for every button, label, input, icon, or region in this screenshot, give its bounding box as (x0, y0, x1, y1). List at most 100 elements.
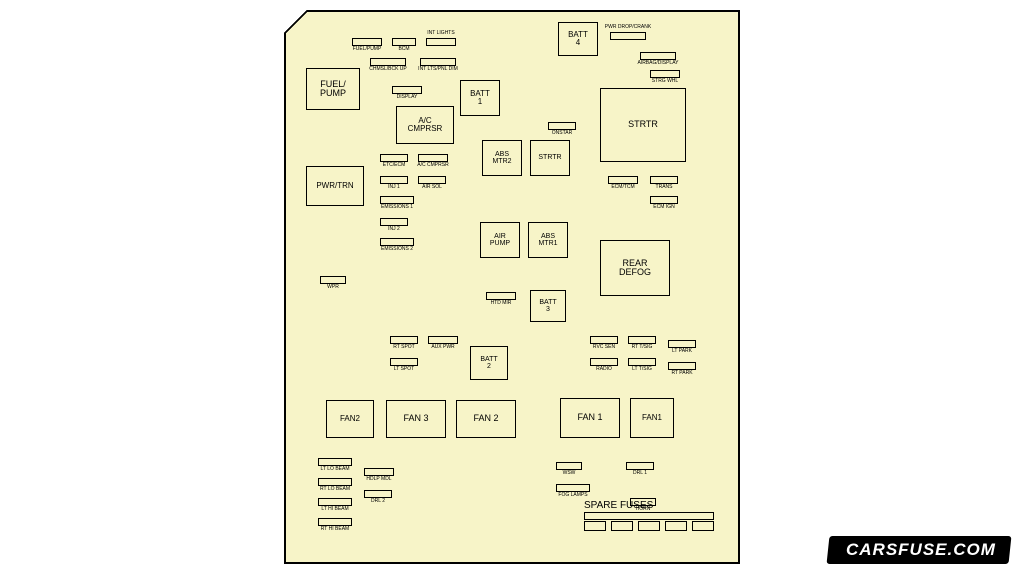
fuse-trans (650, 176, 678, 184)
fuse-label-lt-lo-beam: LT LO BEAM (321, 467, 350, 472)
fuse-label-ecm-tcm: ECM/TCM (611, 185, 634, 190)
spare-fuses-bar (584, 512, 714, 520)
fuse-drl2 (364, 490, 392, 498)
fuse-lt-hi-beam (318, 498, 352, 506)
fuse-ecm-ign (650, 196, 678, 204)
fuse-label-ac-cmprsr-f: A/C CMPRSR (417, 163, 448, 168)
fuse-emissions2 (380, 238, 414, 246)
fuse-rvc-sen (590, 336, 618, 344)
spare-fuses-label: SPARE FUSES (584, 501, 653, 511)
fuse-label-radio: RADIO (596, 367, 612, 372)
fuse-label-drl1: DRL 1 (633, 471, 647, 476)
fuse-air-sol (418, 176, 446, 184)
relay-batt4: BATT4 (558, 22, 598, 56)
fuse-label-display: DISPLAY (397, 95, 418, 100)
fuse-lt-tsig (628, 358, 656, 366)
fuse-label-chmsl: CHMSL/BCK UP (369, 67, 407, 72)
fuse-ac-cmprsr-f (418, 154, 448, 162)
watermark-text: CARSFUSE.COM (846, 540, 996, 560)
fuse-bcm (392, 38, 416, 46)
fuse-label-fog-lamps: FOG LAMPS (558, 493, 587, 498)
fuse-label-rt-hi-beam: RT HI BEAM (321, 527, 349, 532)
relay-rear-defog: REARDEFOG (600, 240, 670, 296)
spare-fuse-slot-2 (611, 521, 633, 531)
fuse-label-wpr: WPR (327, 285, 339, 290)
fuse-hdlp-mdl (364, 468, 394, 476)
fuse-etc-ecm (380, 154, 408, 162)
fuse-label-wsw: WSW (563, 471, 576, 476)
fuse-aux-pwr (428, 336, 458, 344)
relay-batt2: BATT2 (470, 346, 508, 380)
fuse-ecm-tcm (608, 176, 638, 184)
fuse-airbag-disp (640, 52, 676, 60)
spare-fuse-slot-5 (692, 521, 714, 531)
relay-fuel-pump: FUEL/PUMP (306, 68, 360, 110)
fuse-lt-spot (390, 358, 418, 366)
fuse-pwr-drop (610, 32, 646, 40)
fuse-strg-whl (650, 70, 680, 78)
fuse-label-inj2: INJ 2 (388, 227, 400, 232)
fuse-rt-park (668, 362, 696, 370)
fuse-int-lts-pnl (420, 58, 456, 66)
fuse-label-rt-park: RT PARK (671, 371, 692, 376)
fuse-label-hdlp-mdl: HDLP MDL (366, 477, 391, 482)
fuse-wpr (320, 276, 346, 284)
relay-fan2-lg: FAN2 (326, 400, 374, 438)
fuse-label-etc-ecm: ETC/ECM (383, 163, 406, 168)
fuse-label-ecm-ign: ECM IGN (653, 205, 674, 210)
relay-air-pump: AIRPUMP (480, 222, 520, 258)
fuse-label-htd-mir: HTD MIR (491, 301, 512, 306)
fuse-emissions1 (380, 196, 414, 204)
fuse-label-strg-whl: STRG WHL (652, 79, 678, 84)
relay-strtr-sm: STRTR (530, 140, 570, 176)
fuse-rt-tsig (628, 336, 656, 344)
fuse-rt-lo-beam (318, 478, 352, 486)
fuse-int-lights (426, 38, 456, 46)
fuse-label-pwr-drop: PWR DROP/CRANK (605, 25, 651, 30)
fuse-label-rt-lo-beam: RT LO BEAM (320, 487, 350, 492)
fuse-lt-lo-beam (318, 458, 352, 466)
relay-abs-mtr1: ABSMTR1 (528, 222, 568, 258)
fuse-label-int-lts-pnl: INT LTS/PNL DIM (418, 67, 458, 72)
spare-fuse-slot-1 (584, 521, 606, 531)
relay-strtr-big: STRTR (600, 88, 686, 162)
fuse-fog-lamps (556, 484, 590, 492)
fuse-label-air-sol: AIR SOL (422, 185, 442, 190)
spare-fuse-slot-4 (665, 521, 687, 531)
relay-abs-mtr2: ABSMTR2 (482, 140, 522, 176)
fuse-rt-spot (390, 336, 418, 344)
fuse-wsw (556, 462, 582, 470)
fuse-label-lt-park: LT PARK (672, 349, 692, 354)
fuse-label-fuelpump-f: FUEL/PUMP (353, 47, 382, 52)
fuse-label-bcm: BCM (398, 47, 409, 52)
panel-clip-edge (284, 10, 308, 34)
relay-fan1-lg: FAN 1 (560, 398, 620, 438)
fuse-label-rt-tsig: RT T/SIG (632, 345, 653, 350)
relay-batt1: BATT1 (460, 80, 500, 116)
fuse-drl1 (626, 462, 654, 470)
relay-pwr-trn: PWR/TRN (306, 166, 364, 206)
fuse-htd-mir (486, 292, 516, 300)
fuse-rt-hi-beam (318, 518, 352, 526)
relay-fan3: FAN 3 (386, 400, 446, 438)
fuse-display (392, 86, 422, 94)
relay-batt3: BATT3 (530, 290, 566, 322)
fuse-label-airbag-disp: AIRBAG/DISPLAY (637, 61, 678, 66)
spare-fuse-slot-3 (638, 521, 660, 531)
fuse-label-inj1: INJ 1 (388, 185, 400, 190)
relay-fan1-sm: FAN1 (630, 398, 674, 438)
fuse-label-trans: TRANS (656, 185, 673, 190)
relay-fan2-sm: FAN 2 (456, 400, 516, 438)
fuse-label-emissions1: EMISSIONS 1 (381, 205, 413, 210)
fuse-inj2 (380, 218, 408, 226)
fuse-chmsl (370, 58, 406, 66)
fuse-inj1 (380, 176, 408, 184)
fuse-onstar (548, 122, 576, 130)
fuse-label-rt-spot: RT SPOT (393, 345, 415, 350)
fuse-label-rvc-sen: RVC SEN (593, 345, 615, 350)
fuse-lt-park (668, 340, 696, 348)
fuse-label-int-lights: INT LIGHTS (427, 31, 454, 36)
fuse-label-lt-tsig: LT T/SIG (632, 367, 652, 372)
fuse-radio (590, 358, 618, 366)
fuse-label-drl2: DRL 2 (371, 499, 385, 504)
